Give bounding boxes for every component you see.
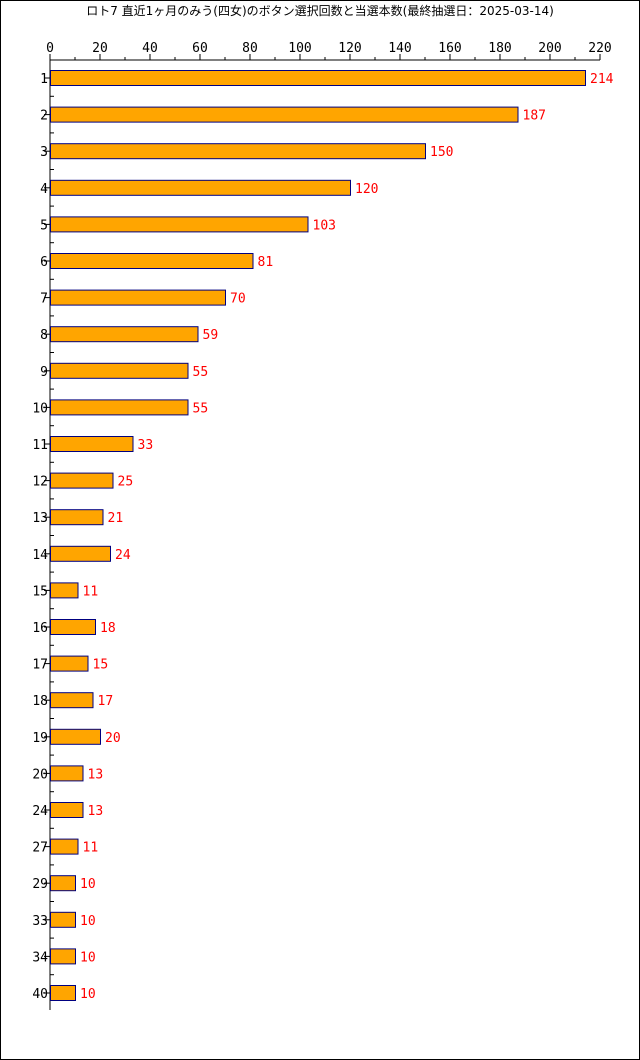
category-label: 8 [40,328,48,343]
bar [50,692,94,709]
bar [50,326,199,343]
x-tick-label: 140 [388,41,411,56]
data-label: 21 [108,511,124,526]
category-label: 7 [40,292,48,307]
data-label: 214 [590,72,614,87]
x-tick-label: 100 [288,41,311,56]
x-axis: 0 20 40 60 80 100 120 140 160 180 200 220 [46,41,612,61]
category-label: 29 [32,877,48,892]
bar [50,728,101,745]
data-label: 11 [83,841,99,856]
data-label: 25 [118,475,134,490]
y-axis: 1234567891011121314151617181920242729333… [32,60,54,1010]
bars-group: 214 187 150 120 103 81 70 59 55 55 33 25 21 24 11 18 15 1… [50,70,614,1002]
category-label: 11 [32,438,48,453]
data-label: 103 [313,218,336,233]
category-label: 2 [40,109,48,124]
bar [50,765,84,782]
data-label: 13 [88,767,104,782]
category-label: 17 [32,658,48,673]
data-label: 55 [193,365,209,380]
category-label: 18 [32,694,48,709]
data-label: 10 [80,987,96,1002]
data-label: 120 [355,182,378,197]
bar [50,985,76,1001]
x-tick-label: 160 [438,41,461,56]
category-label: 10 [32,401,48,416]
bar [50,911,76,928]
bar [50,875,76,892]
x-tick-label: 180 [488,41,511,56]
data-label: 70 [230,292,246,307]
bar [50,289,226,306]
category-label: 3 [40,145,48,160]
category-label: 4 [40,182,48,197]
category-label: 6 [40,255,48,270]
data-label: 24 [115,548,131,563]
bar [50,838,79,855]
data-label: 10 [80,914,96,929]
data-label: 55 [193,401,209,416]
chart-title: ロト7 直近1ヶ月のみう(四女)のボタン選択回数と当選本数(最終抽選日：2025… [86,3,554,18]
data-label: 59 [203,328,219,343]
bar [50,399,189,416]
category-label: 27 [32,841,48,856]
bar [50,509,104,526]
bar [50,619,96,635]
category-label: 19 [32,731,48,746]
data-label: 81 [258,255,274,270]
data-label: 17 [98,694,114,709]
category-label: 16 [32,621,48,636]
x-tick-label: 40 [142,41,158,56]
bar [50,472,114,489]
x-tick-label: 0 [46,41,54,56]
data-label: 13 [88,804,104,819]
category-label: 33 [32,914,48,929]
x-tick-label: 20 [92,41,108,56]
category-label: 20 [32,767,48,782]
category-label: 12 [32,475,48,490]
category-label: 1 [40,72,48,87]
category-label: 13 [32,511,48,526]
x-tick-label: 80 [242,41,258,56]
category-label: 14 [32,548,48,563]
data-label: 20 [105,731,121,746]
bar [50,436,134,452]
category-label: 5 [40,218,48,233]
bar [50,253,254,269]
bar [50,179,351,196]
x-tick-label: 120 [338,41,361,56]
data-label: 187 [523,109,546,124]
bar [50,545,111,562]
bar [50,143,426,160]
bar [50,582,79,599]
bar [50,655,89,672]
x-tick-label: 220 [588,41,611,56]
bar [50,362,189,379]
data-label: 11 [83,584,99,599]
x-tick-label: 200 [538,41,561,56]
data-label: 150 [430,145,453,160]
data-label: 33 [138,438,154,453]
category-label: 15 [32,584,48,599]
data-label: 10 [80,950,96,965]
bar [50,216,309,233]
data-label: 18 [100,621,116,636]
data-label: 10 [80,877,96,892]
bar [50,802,84,818]
category-label: 40 [32,987,48,1002]
category-label: 9 [40,365,48,380]
bar [50,70,586,86]
x-tick-label: 60 [192,41,208,56]
category-label: 24 [32,804,48,819]
category-label: 34 [32,950,48,965]
bar [50,106,519,123]
data-label: 15 [93,658,109,673]
bar [50,948,76,965]
